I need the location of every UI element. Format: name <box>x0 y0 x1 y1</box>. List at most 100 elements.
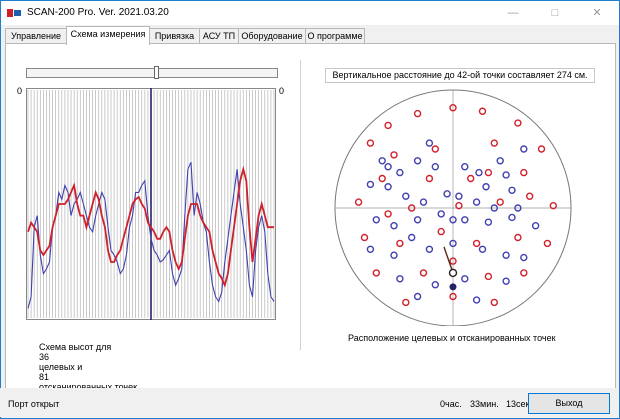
target-point <box>354 198 363 206</box>
scanned-point <box>531 221 540 230</box>
target-point <box>478 107 487 115</box>
scanned-point <box>478 245 487 254</box>
target-point <box>484 272 493 281</box>
target-point <box>549 201 558 210</box>
target-point <box>413 109 422 118</box>
scanned-point <box>502 251 510 259</box>
target-point <box>472 239 481 248</box>
target-height-line <box>27 165 274 288</box>
port-status: Порт открыт <box>8 399 60 409</box>
target-point <box>360 233 369 242</box>
target-point <box>514 119 522 127</box>
scanned-point <box>384 162 392 171</box>
tab-asu-tp[interactable]: АСУ ТП <box>199 28 239 44</box>
scanned-point <box>419 198 428 206</box>
target-point <box>449 257 457 265</box>
scanned-point <box>475 168 483 177</box>
target-point <box>490 139 499 147</box>
tab-about[interactable]: О программе <box>305 28 365 44</box>
scanned-point <box>514 204 522 212</box>
target-point <box>378 174 386 183</box>
scanned-point <box>431 280 440 289</box>
scanned-point <box>413 292 422 301</box>
tab-equipment[interactable]: Оборудование <box>238 28 306 44</box>
target-point <box>419 269 428 277</box>
target-point <box>396 239 404 248</box>
target-point <box>543 239 552 248</box>
panel-divider <box>300 60 301 350</box>
scanned-point <box>366 180 375 189</box>
target-point <box>466 174 475 183</box>
scanned-point <box>502 277 510 285</box>
current-scanned-point <box>449 283 457 291</box>
scanned-point <box>520 145 528 153</box>
target-point <box>490 298 499 307</box>
point-slider-thumb[interactable] <box>154 66 159 79</box>
distance-info: Вертикальное расстояние до 42-ой точки с… <box>325 68 595 83</box>
target-point <box>537 145 546 153</box>
scanned-point <box>390 221 398 230</box>
scanned-point <box>402 192 410 200</box>
status-bar: Порт открыт 0час. 33мин. 13сек. Выход <box>0 388 618 417</box>
target-point <box>449 292 457 301</box>
close-icon[interactable]: ✕ <box>592 7 602 19</box>
scanned-point <box>484 218 493 226</box>
maximize-icon[interactable]: □ <box>551 7 559 19</box>
window-title: SCAN-200 Pro. Ver. 2021.03.20 <box>27 7 169 18</box>
scanned-point <box>443 190 451 198</box>
scanned-point <box>472 296 481 304</box>
caption-suffix: отсканированных точек <box>39 382 138 392</box>
right-scale-zero: 0 <box>279 86 285 96</box>
scanned-point <box>449 216 457 224</box>
exit-button[interactable]: Выход <box>528 393 610 414</box>
target-point <box>372 269 380 277</box>
caption-middle: целевых и <box>39 362 83 372</box>
target-point <box>484 168 493 177</box>
target-point <box>384 121 392 130</box>
tab-measurement-scheme[interactable]: Схема измерения <box>66 26 150 45</box>
scanned-point <box>455 192 463 200</box>
minimize-icon[interactable]: — <box>507 7 519 19</box>
scanned-point <box>431 162 440 171</box>
scanned-point <box>461 275 469 283</box>
target-point <box>496 198 504 206</box>
tab-control[interactable]: Управление <box>5 28 67 44</box>
target-point <box>525 192 534 200</box>
scanned-height-line <box>27 161 275 309</box>
point-slider-track[interactable] <box>26 68 278 78</box>
scanned-point <box>482 183 490 191</box>
target-point <box>390 151 398 159</box>
target-point <box>520 168 528 177</box>
scanned-point <box>413 157 422 165</box>
scanned-point <box>508 186 516 195</box>
scanned-point <box>496 157 504 165</box>
scanned-point <box>502 171 510 179</box>
scanned-point <box>490 204 499 212</box>
target-point <box>520 269 528 277</box>
left-scale-zero: 0 <box>17 86 23 96</box>
scanned-point <box>396 168 404 177</box>
target-point <box>455 201 463 210</box>
scanned-point <box>425 139 434 147</box>
scanned-point <box>472 198 481 206</box>
scanned-point <box>425 245 434 254</box>
target-point <box>437 227 445 236</box>
scanned-point <box>520 253 528 262</box>
current-point <box>448 268 458 278</box>
scanned-count: 81 <box>39 372 50 382</box>
scanned-point <box>461 216 469 224</box>
target-point <box>402 298 410 307</box>
timer-minutes: 33мин. <box>470 399 499 409</box>
layout-caption: Расположение целевых и отсканированных т… <box>348 333 556 343</box>
title-bar[interactable]: SCAN-200 Pro. Ver. 2021.03.20 — □ ✕ <box>1 1 619 25</box>
target-count: 36 <box>39 352 50 362</box>
tab-binding[interactable]: Привязка <box>149 28 200 44</box>
height-caption: Схема высот для 36 целевых и 81 отсканир… <box>34 332 137 392</box>
scanned-point <box>449 239 457 248</box>
scanned-point <box>384 183 392 191</box>
scanned-point <box>461 162 469 171</box>
height-profile-chart <box>26 88 276 320</box>
target-point <box>431 145 440 153</box>
scanned-point <box>437 210 445 218</box>
timer-hours: 0час. <box>440 399 462 409</box>
